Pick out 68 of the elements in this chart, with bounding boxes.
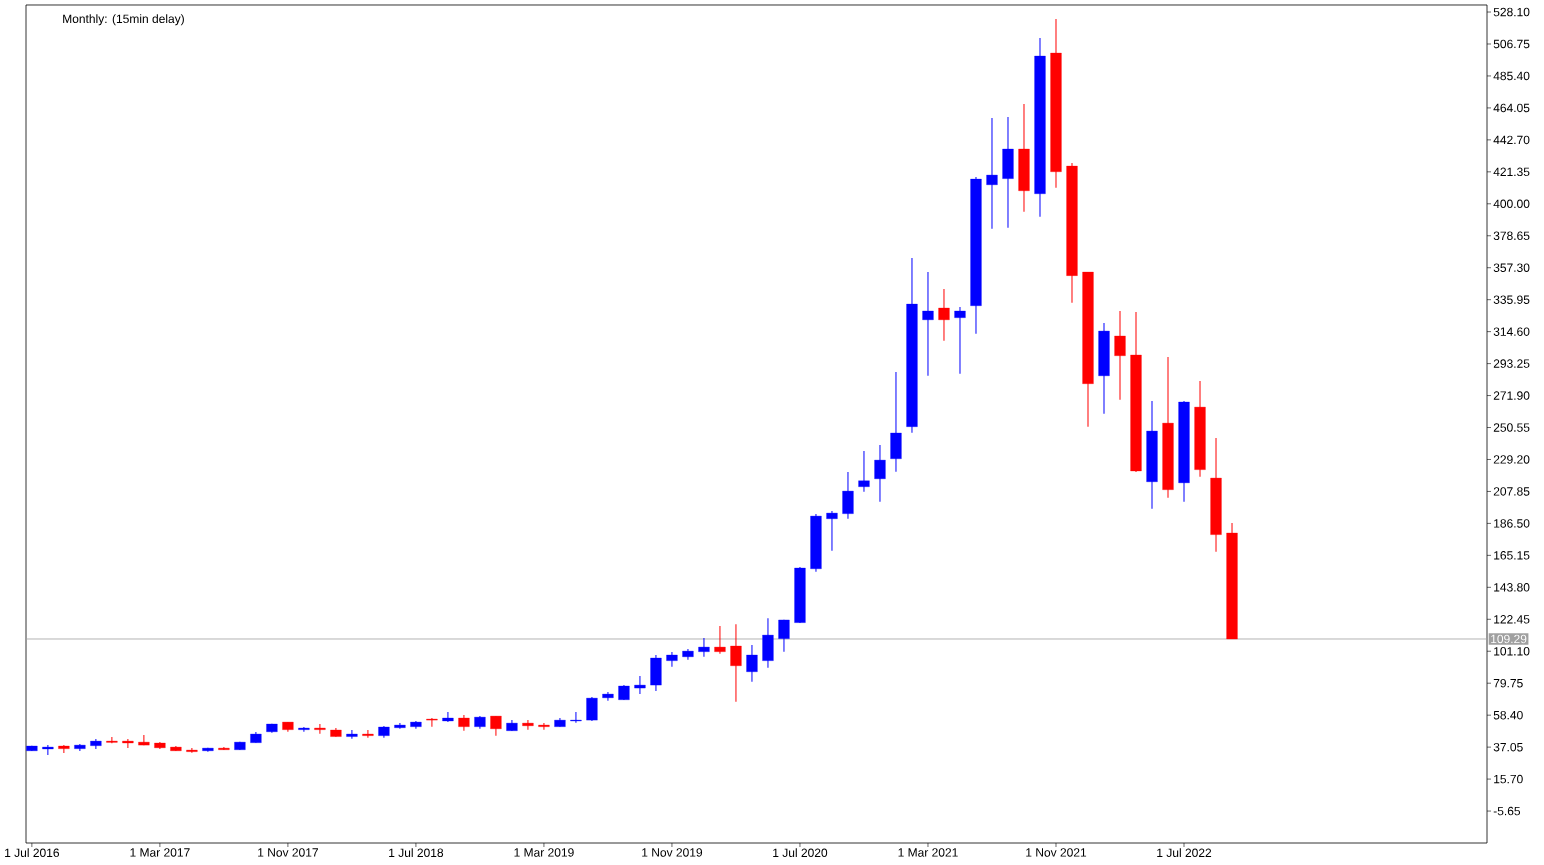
y-tick-label: 464.05 — [1493, 103, 1530, 113]
candlestick — [1114, 310, 1126, 401]
y-tick-label: 442.70 — [1493, 135, 1530, 145]
candlestick — [362, 729, 374, 739]
y-tick-label: 186.50 — [1494, 519, 1530, 528]
y-tick-label: 15.70 — [1494, 774, 1523, 784]
x-tick-label: 1 Jul 2018 — [389, 848, 444, 858]
candlestick — [746, 644, 758, 683]
candlestick — [778, 619, 790, 653]
candlestick — [42, 744, 54, 756]
y-tick-label: 421.35 — [1493, 167, 1530, 177]
candlestick — [314, 723, 326, 735]
candlestick — [426, 717, 438, 728]
x-tick-label: 1 Nov 2021 — [1026, 848, 1087, 857]
candlestick — [954, 306, 966, 375]
y-tick-label: 314.60 — [1493, 327, 1530, 336]
y-tick-label: 485.40 — [1493, 71, 1530, 81]
y-tick-label: 58.40 — [1493, 710, 1523, 720]
candlestick — [442, 711, 454, 723]
candlestick — [858, 450, 870, 493]
ref-line-label: 109.29 — [1491, 634, 1527, 644]
y-tick-label: 400.00 — [1493, 199, 1530, 209]
x-tick-label: 1 Jul 2022 — [1157, 848, 1212, 858]
candlestick — [538, 722, 550, 731]
candlestick — [634, 675, 646, 695]
y-tick-label: 528.10 — [1493, 7, 1530, 17]
candlestick — [986, 117, 998, 230]
candlestick — [106, 736, 118, 744]
candlestick — [826, 510, 838, 552]
candlestick — [938, 288, 950, 342]
y-tick-label: 229.20 — [1493, 455, 1530, 464]
y-tick-label: 143.80 — [1494, 583, 1530, 592]
y-tick-label: 165.15 — [1494, 551, 1530, 560]
candlestick — [730, 623, 742, 703]
candlestick — [58, 744, 70, 754]
candlestick — [570, 711, 582, 724]
x-tick-label: 1 Mar 2017 — [130, 848, 190, 857]
y-tick-label: -5.65 — [1493, 806, 1521, 816]
candlestick — [122, 738, 134, 749]
text: Monthly: (15min delay) — [63, 14, 184, 26]
y-tick-label: 357.30 — [1493, 263, 1530, 272]
candlestick — [346, 729, 358, 740]
x-tick-label: 1 Jul 2020 — [773, 848, 828, 858]
y-tick-label: 335.95 — [1493, 295, 1530, 304]
candlestick — [698, 637, 710, 658]
y-tick-label: 293.25 — [1493, 359, 1530, 368]
candlestick — [874, 444, 886, 503]
x-tick-label: 1 Nov 2017 — [258, 848, 318, 857]
candlestick — [666, 651, 678, 668]
candlestick — [138, 734, 150, 746]
candlestick — [490, 715, 502, 737]
x-tick-label: 1 Mar 2019 — [514, 848, 574, 857]
candlestick — [922, 271, 934, 377]
x-tick-label: 1 Nov 2019 — [642, 848, 703, 857]
candlestick — [714, 625, 726, 655]
y-tick-label: 79.75 — [1493, 678, 1523, 688]
candlestick — [842, 471, 854, 520]
y-tick-label: 250.55 — [1493, 423, 1530, 432]
y-tick-label: 122.45 — [1494, 615, 1530, 624]
candlestick — [522, 719, 534, 731]
y-tick-label: 37.05 — [1493, 742, 1523, 752]
x-tick-label: 1 Jul 2016 — [5, 848, 60, 858]
y-tick-label: 378.65 — [1493, 231, 1530, 241]
x-tick-label: 1 Mar 2021 — [898, 848, 958, 857]
y-tick-label: 101.10 — [1494, 647, 1530, 656]
y-tick-label: 271.90 — [1493, 391, 1530, 400]
y-tick-label: 207.85 — [1493, 487, 1530, 496]
y-tick-label: 506.75 — [1493, 39, 1530, 49]
